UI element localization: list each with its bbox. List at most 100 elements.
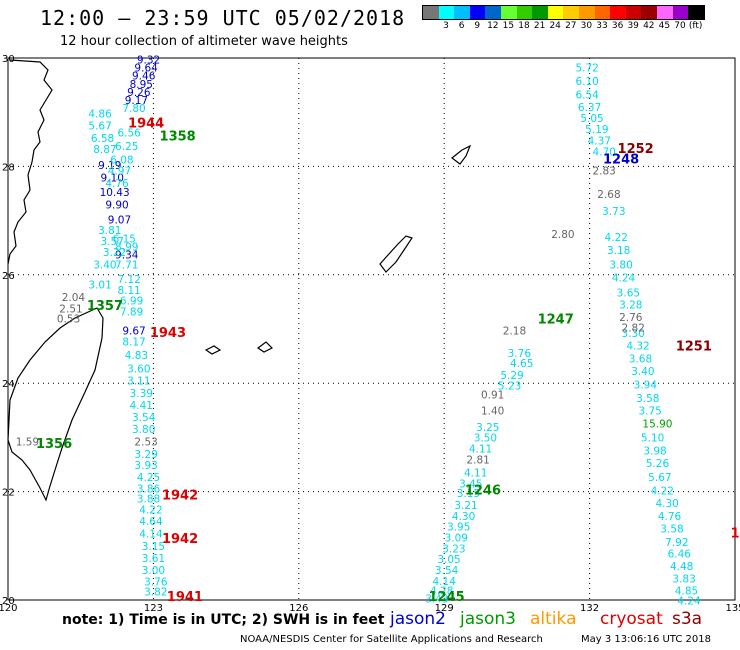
scale-tick-label: 30 (580, 21, 593, 31)
wave-height-value: 10.43 (100, 187, 130, 199)
pass-time-label: 1357 (87, 299, 123, 314)
wave-height-value: 3.86 (137, 484, 161, 496)
wave-height-value: 5.67 (88, 121, 111, 133)
satellite-legend-cryosat: cryosat (600, 609, 663, 629)
wave-height-value: 9.26 (127, 87, 151, 99)
wave-height-value: 4.14 (139, 529, 163, 541)
wave-height-value: 3.54 (132, 412, 156, 424)
wave-height-value: 2.04 (62, 292, 86, 304)
wave-height-value: 9.17 (125, 95, 148, 107)
wave-height-value: 5.67 (648, 472, 671, 484)
wave-height-value: 3.61 (142, 553, 165, 565)
wave-height-value: 4.48 (670, 561, 693, 573)
wave-height-value: 4.86 (88, 109, 112, 121)
scale-swatch (594, 6, 611, 19)
wave-height-value: 4.76 (658, 511, 682, 523)
wave-height-value: 8.99 (115, 241, 138, 253)
wave-height-value: 3.76 (144, 576, 168, 588)
lat-tick-label: 20 (2, 596, 15, 607)
wave-height-value: 3.60 (127, 363, 150, 375)
wave-height-value: 6.15 (113, 233, 136, 245)
pass-time-label: 1 (730, 527, 739, 542)
scale-swatch (516, 6, 533, 19)
lon-tick-label: 129 (435, 603, 454, 614)
wave-height-value: 2.18 (503, 325, 526, 337)
wave-height-value: 4.97 (108, 166, 131, 178)
scale-tick-label: 39 (627, 21, 639, 31)
pass-time-label: 1245 (429, 590, 465, 605)
scale-swatch (688, 6, 704, 19)
wave-height-value: 3.58 (636, 393, 659, 405)
satellite-legend-altika: altika (530, 609, 577, 629)
wave-height-value: 7.92 (665, 537, 688, 549)
wave-height-value: 3.76 (508, 348, 532, 360)
wave-height-value: 4.30 (655, 498, 678, 510)
scale-swatch (578, 6, 595, 19)
wave-height-value: 9.46 (132, 71, 156, 83)
wave-height-value: 3.98 (643, 446, 666, 458)
wave-height-value: 3.01 (88, 279, 111, 291)
wave-height-value: 4.24 (612, 272, 636, 284)
yaeyama-island (204, 345, 222, 355)
wave-height-value: 9.67 (122, 325, 145, 337)
pass-time-label: 1248 (603, 153, 639, 168)
satellite-legend-jason3: jason3 (460, 609, 516, 629)
scale-swatch (469, 6, 486, 19)
scale-swatch (641, 6, 657, 19)
wave-height-value: 6.46 (668, 549, 692, 561)
wave-height-value: 1.59 (16, 437, 39, 449)
lon-tick-label: 123 (144, 603, 163, 614)
wave-height-value: 3.80 (132, 424, 155, 436)
page-subtitle: 12 hour collection of altimeter wave hei… (60, 34, 348, 49)
scale-swatch (438, 6, 455, 19)
lat-tick-label: 24 (2, 379, 15, 390)
wave-height-value: 6.25 (115, 141, 138, 153)
wave-height-value: 3.05 (437, 554, 460, 566)
wave-height-value: 3.57 (101, 236, 124, 248)
wave-height-value: 2.82 (622, 323, 645, 335)
wave-height-value: 5.72 (575, 63, 598, 75)
scale-tick-label: 21 (533, 21, 546, 31)
wave-height-value: 8.11 (117, 285, 140, 297)
color-scale-ticks: 3 6 9 12 15 18 21 24 27 30 33 36 39 42 45 70 (ft) (422, 20, 705, 34)
wave-height-value: 4.65 (510, 358, 533, 370)
scale-tick-label: 24 (549, 21, 561, 31)
wave-height-value: 6.10 (575, 76, 598, 88)
wave-height-value: 5.29 (500, 370, 523, 382)
footer-timestamp: May 3 13:06:16 UTC 2018 (581, 634, 711, 645)
wave-height-value: 4.70 (592, 147, 615, 159)
wave-height-value: 4.14 (433, 576, 457, 588)
wave-height-value: 3.81 (98, 225, 121, 237)
wave-height-value: 3.15 (457, 488, 480, 500)
wave-height-value: 0.91 (481, 389, 504, 401)
scale-swatch (500, 6, 517, 19)
satellite-legend-jason2: jason2 (390, 609, 446, 629)
lon-tick-label: 135 (725, 603, 740, 614)
scale-swatch (656, 6, 673, 19)
scale-tick-label: 9 (474, 21, 481, 31)
wave-height-value: 1.40 (481, 406, 504, 418)
scale-tick-label: 3 (443, 21, 449, 31)
wave-height-value: 4.22 (139, 504, 162, 516)
scale-tick-label: (ft) (688, 21, 703, 31)
color-scale-legend: 3 6 9 12 15 18 21 24 27 30 33 36 39 42 45 70 (ft) (422, 5, 705, 34)
wave-height-value: 3.40 (631, 366, 654, 378)
wave-height-value: 15.90 (642, 419, 672, 431)
wave-height-value: 4.37 (588, 136, 611, 148)
wave-height-value: 4.25 (137, 472, 160, 484)
scale-swatch (454, 6, 470, 19)
axis-tick-labels: 120 123 126 129 132 135 30 28 26 24 22 20 (0, 54, 740, 614)
coastline (7, 59, 472, 502)
wave-height-value: 6.37 (578, 102, 601, 114)
china-coastline (7, 59, 53, 265)
footer-credit: NOAA/NESDIS Center for Satellite Applica… (240, 634, 543, 645)
scale-tick-label: 45 (658, 21, 671, 31)
wave-height-value: 6.56 (117, 128, 141, 140)
lat-tick-label: 26 (2, 271, 15, 282)
scale-swatch (610, 6, 626, 19)
wave-height-value: 6.08 (110, 155, 133, 167)
wave-height-value: 3.95 (447, 522, 470, 534)
wave-height-value: 3.40 (93, 259, 116, 271)
wave-height-value: 2.83 (592, 166, 615, 178)
wave-height-value: 4.30 (452, 511, 475, 523)
